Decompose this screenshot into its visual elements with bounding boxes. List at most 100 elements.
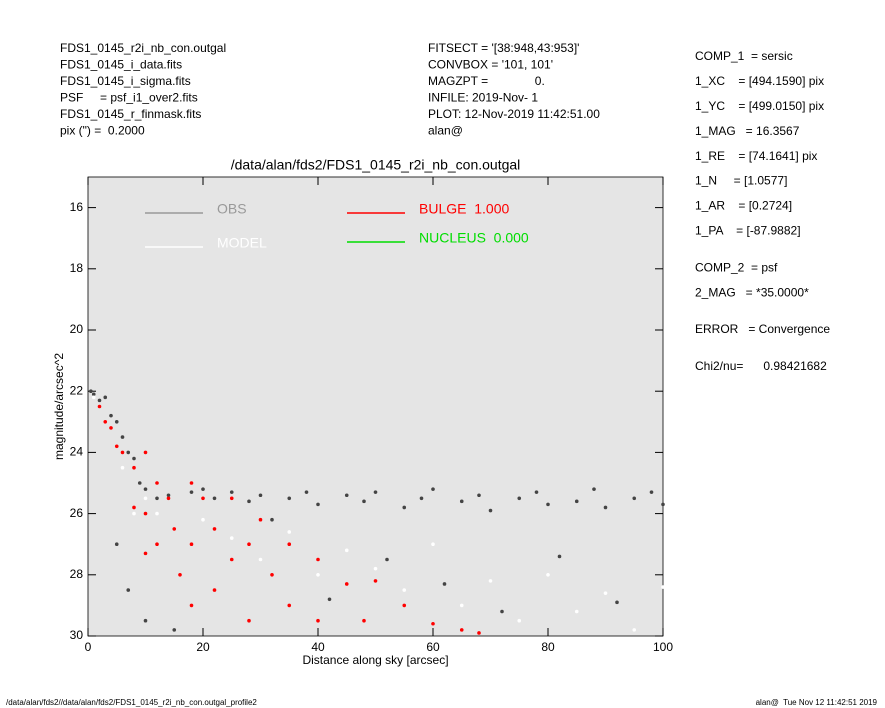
point bbox=[247, 618, 251, 623]
point bbox=[212, 588, 217, 592]
point bbox=[477, 631, 481, 635]
point bbox=[344, 493, 349, 498]
parameter: 2_MAG = *35.0000* bbox=[695, 285, 809, 299]
point bbox=[143, 487, 148, 491]
point bbox=[120, 435, 125, 439]
parameter: 1_AR = [0.2724] bbox=[695, 199, 792, 213]
parameter: 1_RE = [74.1641] pix bbox=[695, 149, 817, 163]
point bbox=[661, 585, 665, 589]
point bbox=[661, 502, 665, 507]
header-line: MAGZPT = 0. bbox=[428, 74, 545, 88]
point bbox=[431, 542, 435, 546]
parameter: 1_YC = [499.0150] pix bbox=[695, 99, 824, 113]
y-tick-label: 26 bbox=[70, 506, 84, 520]
point bbox=[304, 490, 309, 494]
footer-right: alan@ Tue Nov 12 11:42:51 2019 bbox=[756, 698, 878, 707]
point bbox=[143, 551, 148, 556]
point bbox=[229, 536, 234, 540]
point bbox=[477, 493, 481, 498]
point bbox=[649, 490, 654, 494]
point bbox=[155, 542, 159, 546]
point bbox=[172, 527, 177, 531]
point bbox=[120, 465, 125, 470]
point bbox=[557, 554, 562, 559]
point bbox=[592, 487, 596, 491]
point bbox=[114, 542, 119, 546]
header-line: FDS1_0145_i_sigma.fits bbox=[60, 74, 191, 88]
point bbox=[114, 420, 119, 424]
point bbox=[488, 579, 493, 583]
point bbox=[373, 490, 378, 494]
point bbox=[603, 505, 608, 510]
header-line: FDS1_0145_r_finmask.fits bbox=[60, 107, 201, 121]
y-tick-label: 22 bbox=[70, 383, 84, 397]
point bbox=[137, 481, 142, 485]
point bbox=[270, 573, 274, 577]
y-tick-label: 20 bbox=[70, 322, 84, 336]
legend-label: BULGE 1.000 bbox=[419, 201, 509, 217]
header-line: CONVBOX = '101, 101' bbox=[428, 58, 553, 72]
y-tick-label: 24 bbox=[70, 445, 84, 459]
point bbox=[632, 496, 637, 501]
header-line: pix (") = 0.2000 bbox=[60, 124, 145, 138]
point bbox=[103, 395, 108, 400]
point bbox=[287, 603, 292, 608]
point bbox=[488, 508, 493, 513]
point bbox=[97, 398, 102, 403]
header-line: FDS1_0145_r2i_nb_con.outgal bbox=[60, 41, 226, 55]
legend-label: OBS bbox=[217, 201, 247, 217]
header-line: PLOT: 12-Nov-2019 11:42:51.00 bbox=[428, 107, 600, 121]
point bbox=[120, 450, 125, 455]
point bbox=[109, 426, 113, 430]
point bbox=[287, 496, 292, 501]
point bbox=[316, 618, 320, 623]
point bbox=[97, 404, 102, 409]
point bbox=[431, 487, 435, 491]
point bbox=[126, 588, 131, 592]
y-tick-label: 16 bbox=[70, 200, 84, 214]
point bbox=[373, 566, 378, 571]
y-tick-label: 28 bbox=[70, 567, 84, 581]
point bbox=[459, 499, 464, 504]
header-line: FITSECT = '[38:948,43:953]' bbox=[428, 41, 579, 55]
point bbox=[534, 490, 539, 494]
x-tick-label: 40 bbox=[311, 640, 325, 654]
point bbox=[201, 517, 205, 522]
point bbox=[143, 511, 148, 516]
point bbox=[189, 542, 194, 546]
point bbox=[419, 496, 424, 501]
point bbox=[103, 420, 108, 424]
point bbox=[385, 557, 389, 562]
point bbox=[287, 542, 292, 546]
point bbox=[615, 600, 619, 605]
chart-title: /data/alan/fds2/FDS1_0145_r2i_nb_con.out… bbox=[231, 157, 521, 173]
point bbox=[574, 499, 579, 504]
point bbox=[287, 530, 292, 534]
plot-area bbox=[87, 176, 664, 637]
point bbox=[126, 450, 131, 455]
header-line: PSF = psf_i1_over2.fits bbox=[60, 91, 198, 105]
point bbox=[258, 557, 263, 562]
point bbox=[132, 511, 136, 516]
point bbox=[517, 496, 522, 501]
point bbox=[362, 618, 366, 623]
point bbox=[603, 591, 608, 595]
point bbox=[189, 490, 194, 494]
point bbox=[166, 496, 171, 501]
point bbox=[178, 573, 182, 577]
y-axis-label: magnitude/arcsec^2 bbox=[52, 353, 66, 460]
point bbox=[546, 573, 550, 577]
point bbox=[270, 517, 274, 522]
point bbox=[132, 456, 136, 461]
parameter: ERROR = Convergence bbox=[695, 322, 830, 336]
legend-label: MODEL bbox=[217, 235, 267, 251]
parameter: COMP_1 = sersic bbox=[695, 49, 793, 63]
point bbox=[189, 481, 194, 485]
point bbox=[258, 517, 263, 522]
y-tick-label: 30 bbox=[70, 628, 84, 642]
point bbox=[132, 465, 136, 470]
x-tick-label: 0 bbox=[85, 640, 92, 654]
point bbox=[316, 502, 320, 507]
